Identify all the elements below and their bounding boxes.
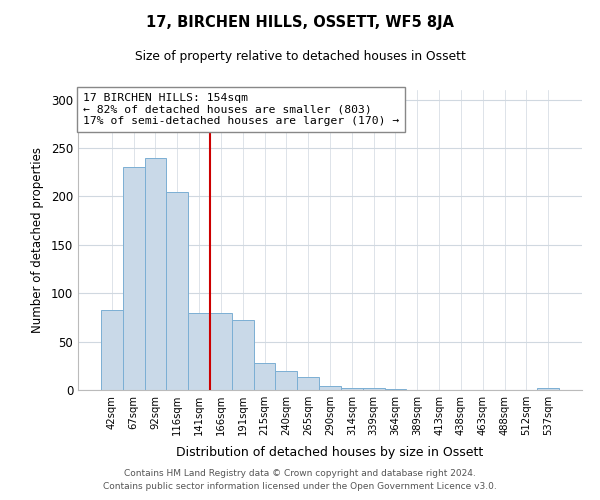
- Bar: [319, 386, 341, 390]
- Bar: [537, 388, 559, 390]
- Y-axis label: Number of detached properties: Number of detached properties: [31, 147, 44, 333]
- Bar: [385, 389, 406, 390]
- Bar: [254, 363, 275, 390]
- X-axis label: Distribution of detached houses by size in Ossett: Distribution of detached houses by size …: [176, 446, 484, 460]
- Bar: [188, 312, 210, 390]
- Bar: [210, 312, 232, 390]
- Bar: [341, 388, 363, 390]
- Bar: [123, 168, 145, 390]
- Text: Size of property relative to detached houses in Ossett: Size of property relative to detached ho…: [134, 50, 466, 63]
- Bar: [275, 370, 297, 390]
- Text: Contains HM Land Registry data © Crown copyright and database right 2024.: Contains HM Land Registry data © Crown c…: [124, 468, 476, 477]
- Bar: [166, 192, 188, 390]
- Text: 17, BIRCHEN HILLS, OSSETT, WF5 8JA: 17, BIRCHEN HILLS, OSSETT, WF5 8JA: [146, 15, 454, 30]
- Bar: [101, 310, 123, 390]
- Text: Contains public sector information licensed under the Open Government Licence v3: Contains public sector information licen…: [103, 482, 497, 491]
- Bar: [232, 320, 254, 390]
- Bar: [145, 158, 166, 390]
- Text: 17 BIRCHEN HILLS: 154sqm
← 82% of detached houses are smaller (803)
17% of semi-: 17 BIRCHEN HILLS: 154sqm ← 82% of detach…: [83, 93, 399, 126]
- Bar: [297, 378, 319, 390]
- Bar: [363, 388, 385, 390]
